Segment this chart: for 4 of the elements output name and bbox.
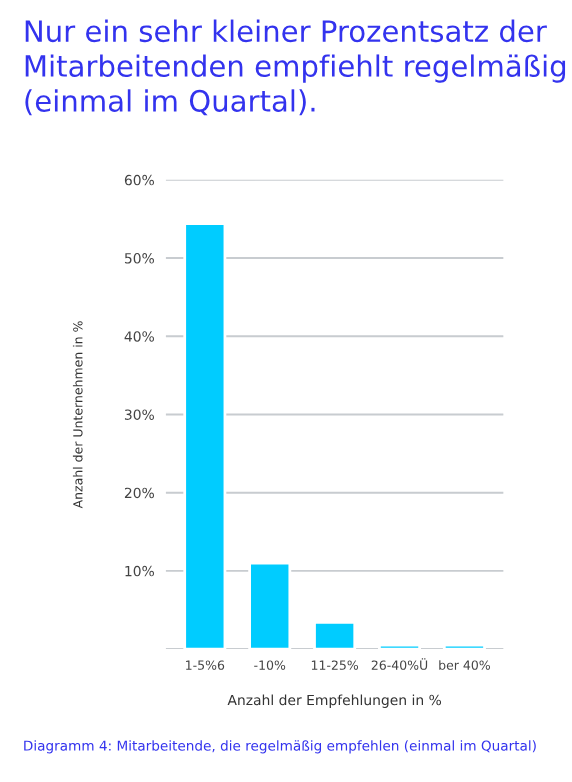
bar xyxy=(313,621,357,650)
chart-title: Nur ein sehr kleiner Prozentsatz der Mitarbeitenden empfiehlt regelmäßig (einmal im Quartal). xyxy=(25,19,566,116)
bar xyxy=(248,561,292,650)
bar xyxy=(183,222,227,650)
